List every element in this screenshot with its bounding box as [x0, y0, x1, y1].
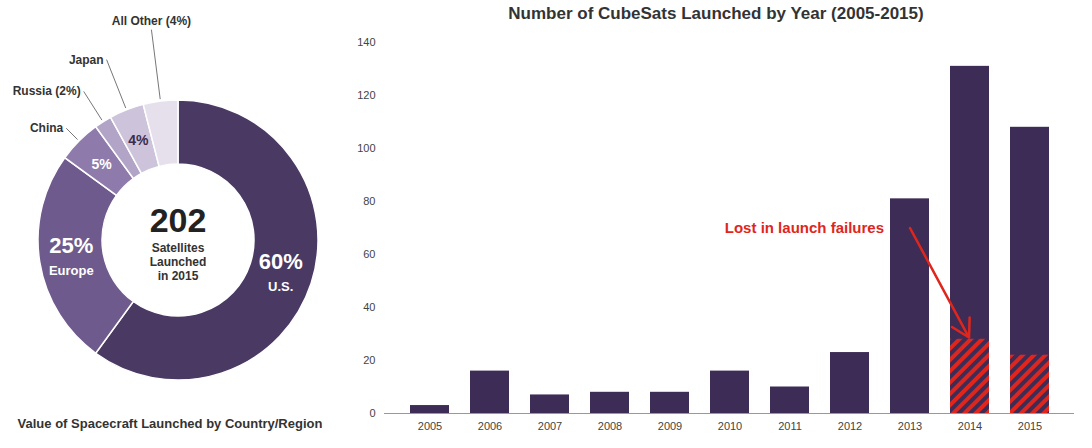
svg-text:2009: 2009 — [658, 420, 682, 432]
svg-text:Europe: Europe — [49, 263, 94, 278]
svg-text:Value of Spacecraft Launched b: Value of Spacecraft Launched by Country/… — [18, 416, 323, 431]
svg-text:140: 140 — [357, 36, 375, 48]
svg-text:2007: 2007 — [538, 420, 562, 432]
svg-text:2005: 2005 — [418, 420, 442, 432]
svg-text:5%: 5% — [92, 156, 113, 172]
svg-text:202: 202 — [150, 201, 207, 239]
svg-text:Lost in launch failures: Lost in launch failures — [725, 219, 884, 236]
svg-text:60: 60 — [363, 248, 375, 260]
svg-text:2008: 2008 — [598, 420, 622, 432]
svg-text:2013: 2013 — [898, 420, 922, 432]
svg-text:All Other (4%): All Other (4%) — [112, 14, 191, 28]
svg-text:in 2015: in 2015 — [158, 269, 199, 283]
svg-text:2011: 2011 — [778, 420, 802, 432]
svg-text:20: 20 — [363, 354, 375, 366]
svg-text:Launched: Launched — [150, 255, 207, 269]
svg-text:120: 120 — [357, 89, 375, 101]
svg-text:100: 100 — [357, 142, 375, 154]
svg-text:Russia (2%): Russia (2%) — [13, 84, 81, 98]
svg-text:U.S.: U.S. — [268, 279, 293, 294]
svg-text:2014: 2014 — [958, 420, 982, 432]
svg-text:4%: 4% — [128, 132, 149, 148]
svg-text:0: 0 — [369, 407, 375, 419]
html-text:Number of CubeSats Launched by: Number of CubeSats Launched by Year (200… — [508, 4, 924, 23]
svg-text:2015: 2015 — [1018, 420, 1042, 432]
svg-text:80: 80 — [363, 195, 375, 207]
svg-text:25%: 25% — [49, 233, 93, 258]
svg-text:Satellites: Satellites — [152, 241, 205, 255]
svg-text:2012: 2012 — [838, 420, 862, 432]
svg-text:Japan: Japan — [69, 53, 104, 67]
svg-text:2010: 2010 — [718, 420, 742, 432]
svg-text:60%: 60% — [259, 249, 303, 274]
svg-text:China: China — [30, 121, 64, 135]
svg-text:40: 40 — [363, 301, 375, 313]
svg-text:2006: 2006 — [478, 420, 502, 432]
